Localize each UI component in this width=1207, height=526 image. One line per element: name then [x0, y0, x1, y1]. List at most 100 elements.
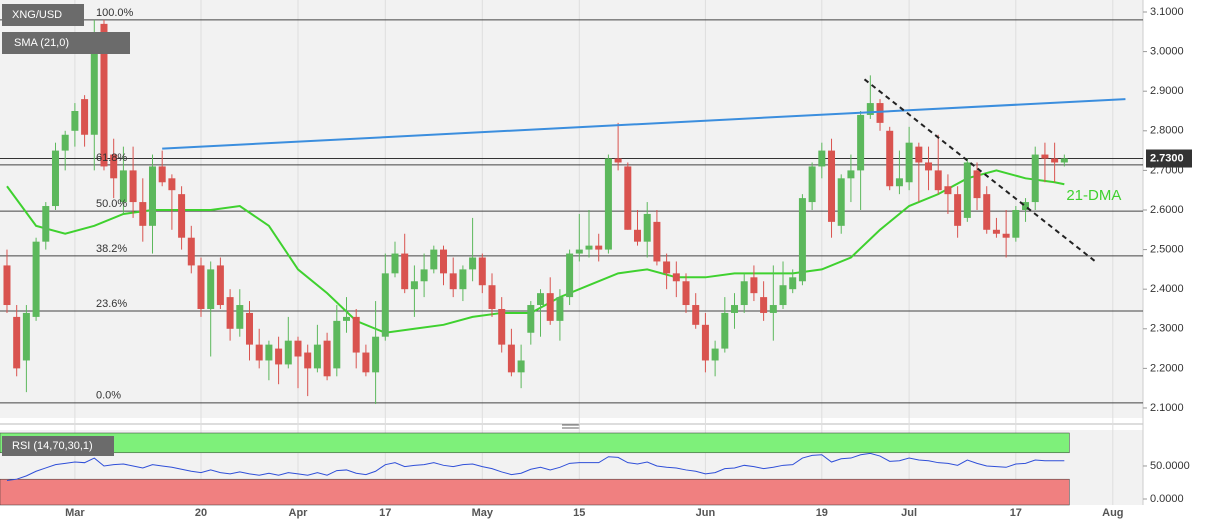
candle-body — [711, 348, 719, 361]
grid — [0, 0, 1147, 506]
x-tick-label: Apr — [289, 507, 309, 519]
candle-body — [32, 241, 40, 317]
candle-body — [352, 316, 360, 353]
y-tick-label: 2.8000 — [1150, 125, 1184, 137]
candle-body — [575, 249, 583, 254]
x-tick-label: May — [472, 507, 494, 519]
candle-body — [342, 316, 350, 321]
candle-body — [313, 344, 321, 369]
x-tick-label: 17 — [1010, 507, 1022, 519]
x-tick-label: 19 — [816, 507, 828, 519]
candle-body — [333, 320, 341, 369]
candle-body — [459, 269, 467, 290]
candle-body — [828, 150, 836, 222]
candle-body — [119, 170, 127, 203]
candle-body — [740, 281, 748, 306]
last-price-label: 2.7300 — [1150, 152, 1184, 164]
candle-body — [944, 186, 952, 195]
y-tick-label: 2.9000 — [1150, 85, 1184, 97]
candle-body — [110, 154, 118, 179]
candle-body — [905, 142, 913, 183]
candle-body — [197, 265, 205, 309]
legend-box — [2, 32, 130, 54]
candle-body — [51, 150, 59, 207]
candle-body — [653, 221, 661, 262]
candle-body — [90, 43, 98, 135]
candle-body — [624, 166, 632, 230]
candle-body — [585, 245, 593, 250]
candle-body — [207, 269, 215, 309]
candle-body — [178, 194, 186, 238]
candle-body — [391, 253, 399, 274]
candle-body — [895, 178, 903, 187]
separator-handle — [562, 424, 580, 429]
fib-label: 0.0% — [96, 390, 121, 402]
rsi-line — [6, 452, 1065, 482]
y-tick-label: 50.0000 — [1150, 460, 1190, 472]
candle-body — [682, 281, 690, 306]
candle-body — [226, 297, 234, 329]
candle-body — [604, 158, 612, 250]
candle-body — [954, 194, 962, 226]
candle-body — [13, 316, 21, 369]
candle-body — [61, 134, 69, 151]
labels: XNG/USD SMA (21,0) RSI (14,70,30,1) Mar 2… — [2, 4, 1192, 519]
candle-body — [469, 257, 477, 270]
rsi-title: RSI (14,70,30,1) — [12, 440, 93, 452]
candle-body — [401, 253, 409, 290]
candle-body — [692, 305, 700, 325]
fib-label: 23.6% — [96, 298, 127, 310]
candle-body — [595, 245, 603, 250]
candle-body — [614, 158, 622, 163]
candle-body — [808, 166, 816, 203]
candle-body — [275, 348, 283, 365]
candle-body — [498, 308, 506, 345]
candle-body — [420, 269, 428, 282]
candle-body — [1031, 154, 1039, 203]
fib-label: 61.8% — [96, 152, 127, 164]
candle-body — [537, 293, 545, 306]
y-tick-label: 3.0000 — [1150, 46, 1184, 58]
candle-body — [750, 277, 758, 294]
x-tick-label: Jul — [901, 507, 917, 519]
trendline — [863, 78, 1096, 263]
candle-body — [488, 285, 496, 309]
candle-body — [643, 213, 651, 242]
candle-body — [701, 324, 709, 361]
fib-label: 38.2% — [96, 243, 127, 255]
candle-body — [634, 229, 642, 242]
candle-body — [245, 312, 253, 345]
candle-body — [284, 340, 292, 365]
candle-body — [818, 150, 826, 167]
candle-body — [372, 336, 380, 373]
y-tick-label: 2.2000 — [1150, 362, 1184, 374]
candle-body — [847, 170, 855, 179]
candle-body — [81, 99, 89, 135]
candle-body — [963, 162, 971, 218]
candle-body — [992, 229, 1000, 234]
candle-body — [507, 344, 515, 373]
candle-body — [837, 178, 845, 226]
candle-body — [187, 237, 195, 266]
legend-box — [2, 4, 84, 26]
candle-body — [1012, 209, 1020, 238]
candle-body — [546, 293, 554, 321]
legend-entry: SMA (21,0) — [14, 37, 69, 49]
y-tick-label: 2.5000 — [1150, 243, 1184, 255]
candle-body — [798, 198, 806, 282]
candle-body — [216, 265, 224, 306]
candle-body — [566, 253, 574, 298]
y-tick-label: 3.1000 — [1150, 6, 1184, 18]
marks — [3, 19, 1126, 482]
oversold-band — [0, 478, 1070, 506]
candle-body — [1022, 202, 1030, 210]
y-tick-label: 0.0000 — [1150, 493, 1184, 505]
y-tick-label: 2.4000 — [1150, 283, 1184, 295]
candle-body — [381, 273, 389, 337]
candle-body — [265, 344, 273, 361]
candle-body — [158, 166, 166, 183]
candle-body — [3, 265, 11, 306]
x-tick-label: 15 — [573, 507, 585, 519]
candle-body — [934, 170, 942, 191]
